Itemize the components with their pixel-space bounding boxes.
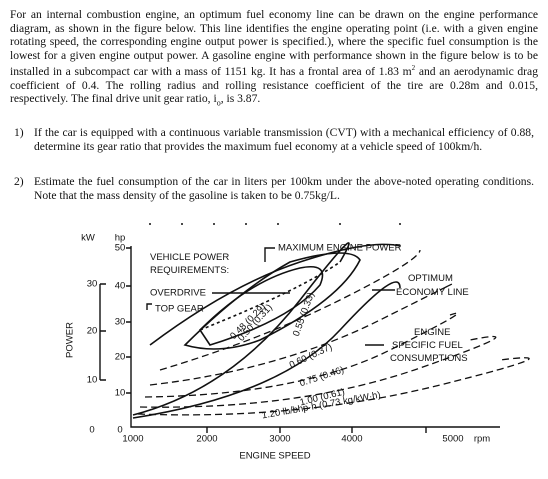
contour [149,283,452,386]
hp-tick: 30 [115,317,126,328]
contour [159,249,421,371]
kw-tick: 0 [89,425,94,436]
question: 2) Estimate the fuel consumption of the c… [14,175,534,202]
contour [137,357,530,416]
question: 1) If the car is equipped with a continuo… [14,126,534,153]
unit: kW [81,233,95,244]
intro-text: , is 3.87. [220,92,261,106]
kw-tick: 20 [87,326,98,337]
contour-label: 0.60 (0.37) [288,342,334,371]
annotation-line: SPECIFIC FUEL [392,340,463,351]
annotation: ENGINE SPECIFIC FUEL CONSUMPTIONS [390,327,468,364]
max-power-curve [149,243,401,346]
annotation-line: VEHICLE POWER [150,252,229,263]
contour-label: 0.75 (0.46) [298,365,345,390]
annotation-line: REQUIREMENTS: [150,265,229,276]
annotation-line: ENGINE [414,327,450,338]
intro-text: For an internal combustion engine, an op… [10,8,538,79]
contour [139,335,497,408]
contour-label: 0.55 (0.33) [291,291,317,338]
hp-tick: 40 [115,281,126,292]
tick-marks [206,427,427,433]
intro-text: and an aerodynamic drag coefficient of 0… [10,65,538,106]
kw-tick: 30 [87,279,98,290]
tick-marks [99,247,131,394]
hp-tick: 10 [115,388,126,399]
x-tick: 4000 [341,434,362,445]
hp-tick: 0 [117,425,122,436]
dots [149,223,401,225]
intro: For an internal combustion engine, an op… [10,8,538,110]
axes [130,246,500,428]
contour [198,266,324,346]
annotation-line: CONSUMPTIONS [390,353,468,364]
unit: hp [115,233,126,244]
question-text: If the car is equipped with a continuous… [34,126,534,153]
annotation: MAXIMUM ENGINE POWER [278,243,402,254]
subscript: o [216,98,221,108]
kw-tick: 10 [87,375,98,386]
overdrive-curve [132,281,401,419]
contour [144,312,459,398]
annotation: OPTIMUM ECONOMY LINE [396,273,469,298]
x-tick: 2000 [196,434,217,445]
hp-tick: 50 [115,243,126,254]
leader-lines [146,247,395,346]
x-tick: 5000 [442,434,463,445]
question-number: 2) [14,175,24,188]
annotation: OVERDRIVE [150,288,206,299]
x-title: ENGINE SPEED [239,451,310,462]
superscript: 2 [411,64,416,73]
annotation-line: ECONOMY LINE [396,287,469,298]
question-number: 1) [14,126,24,139]
y-title: POWER [65,322,76,358]
x-tick: 1000 [122,434,143,445]
annotation: TOP GEAR [155,304,204,315]
contour [183,252,361,350]
question-text: Estimate the fuel consumption of the car… [34,175,534,202]
annotation-line: OPTIMUM [408,273,453,284]
hp-tick: 20 [115,352,126,363]
annotation: VEHICLE POWER REQUIREMENTS: [150,252,229,276]
x-tick: 3000 [269,434,290,445]
x-unit: rpm [474,434,490,445]
